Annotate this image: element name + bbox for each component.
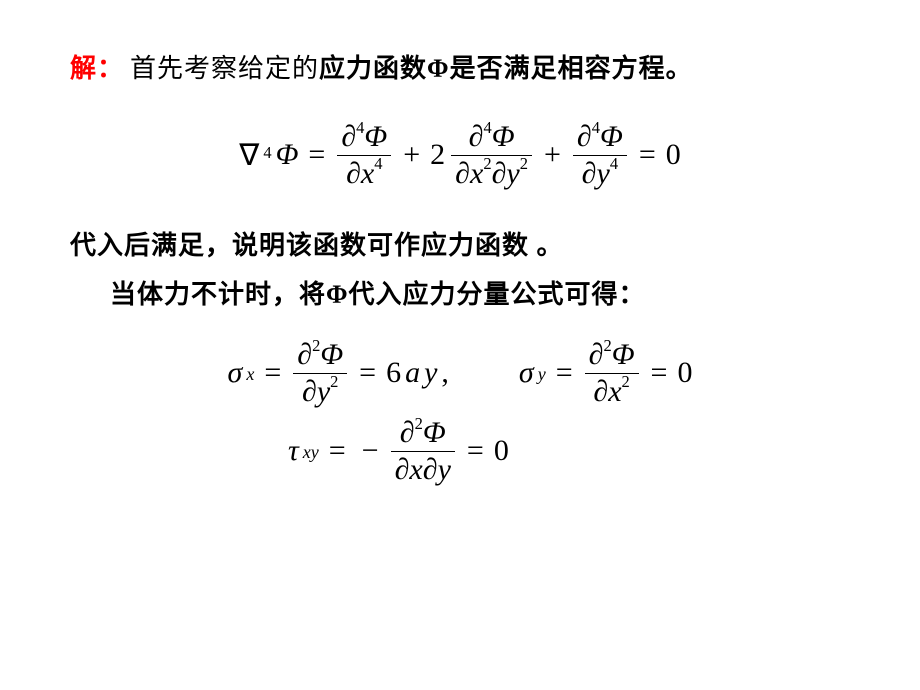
eq-sign: = — [308, 138, 325, 172]
sigma-sym: σ — [228, 356, 243, 390]
term3-frac: ∂4Φ ∂y4 — [573, 121, 627, 189]
sigma-y-frac: ∂2Φ ∂x2 — [585, 339, 639, 407]
coef-2: 2 — [430, 138, 445, 172]
line3-text: 当体力不计时，将Φ代入应力分量公式可得： — [70, 274, 850, 311]
intro-part-b: 应力函数Φ是否满足相容方程。 — [319, 54, 693, 83]
sigma-x-frac: ∂2Φ ∂y2 — [293, 339, 347, 407]
label-colon: ： — [97, 54, 124, 83]
label-jie: 解 — [70, 54, 97, 83]
sigma-sub-x: x — [246, 364, 254, 385]
sigma-equations: σx = ∂2Φ ∂y2 = 6ay, σy = ∂2Φ ∂x2 = 0 — [70, 339, 850, 407]
term1-frac: ∂4Φ ∂x4 — [337, 121, 391, 189]
slide-page: 解：首先考察给定的应力函数Φ是否满足相容方程。 ∇4 Φ = ∂4Φ ∂x4 +… — [0, 0, 920, 485]
plus-1: + — [403, 138, 420, 172]
biharmonic-equation: ∇4 Φ = ∂4Φ ∂x4 + 2 ∂4Φ ∂x2∂y2 + ∂4Φ ∂y4 … — [70, 121, 850, 189]
sigma-sub-y: y — [538, 364, 546, 385]
minus-sign: − — [362, 434, 379, 468]
zero-1: 0 — [666, 138, 681, 172]
nabla-power: 4 — [263, 143, 271, 163]
sigma-y-eq: σy = ∂2Φ ∂x2 = 0 — [519, 339, 693, 407]
tau-sub-xy: xy — [303, 442, 319, 463]
var-a: a — [405, 356, 420, 390]
eq1-math: ∇4 Φ = ∂4Φ ∂x4 + 2 ∂4Φ ∂x2∂y2 + ∂4Φ ∂y4 … — [239, 121, 681, 189]
coef-6: 6 — [386, 356, 401, 390]
zero-2: 0 — [677, 356, 692, 390]
plus-2: + — [544, 138, 561, 172]
tau-xy-eq: τxy = − ∂2Φ ∂x∂y = 0 — [288, 417, 509, 485]
sigma-x-eq: σx = ∂2Φ ∂y2 = 6ay, — [228, 339, 449, 407]
eq-sign-2: = — [639, 138, 656, 172]
nabla-symbol: ∇ — [239, 138, 259, 173]
zero-3: 0 — [494, 434, 509, 468]
tau-sym: τ — [288, 434, 299, 468]
intro-part-a: 首先考察给定的 — [130, 54, 319, 83]
var-y: y — [424, 356, 437, 390]
intro-line: 解：首先考察给定的应力函数Φ是否满足相容方程。 — [70, 48, 850, 85]
tau-equation-row: τxy = − ∂2Φ ∂x∂y = 0 — [70, 417, 850, 485]
sigma-sym-2: σ — [519, 356, 534, 390]
tau-frac: ∂2Φ ∂x∂y — [391, 417, 455, 485]
phi-var: Φ — [276, 138, 299, 172]
line2-text: 代入后满足，说明该函数可作应力函数 。 — [70, 225, 850, 262]
comma: , — [441, 356, 449, 390]
term2-frac: ∂4Φ ∂x2∂y2 — [451, 121, 532, 189]
